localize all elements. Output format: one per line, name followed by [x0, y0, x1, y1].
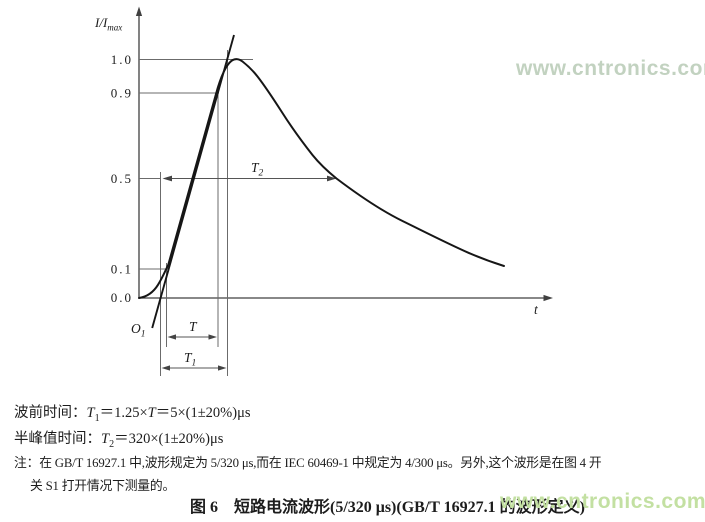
y-axis-label: I/Imax	[94, 15, 122, 33]
o1-label: O1	[131, 321, 146, 340]
t2-arrow-right-head	[327, 175, 337, 182]
t-arrow-right-head	[208, 334, 217, 340]
t1-arrow-right-head	[218, 365, 227, 371]
x-axis-arrow	[543, 294, 553, 302]
note-line-1: 注：在 GB/T 16927.1 中,波形规定为 5/320 μs,而在 IEC…	[14, 452, 602, 471]
var-T2-sub: 2	[109, 438, 115, 450]
t-arrow-left-head	[167, 334, 176, 340]
figure-caption: 图 6 短路电流波形(5/320 μs)(GB/T 16927.1 的波形定义)	[189, 499, 585, 516]
t2-label: T2	[251, 160, 264, 179]
t-label: T	[189, 319, 198, 334]
half-peak-time-formula: 半峰值时间：T2＝320×(1±20%)μs	[14, 427, 223, 450]
tick-0-5: 0.5	[111, 171, 133, 186]
front-tangent-line	[151, 34, 235, 329]
front-time-formula: 波前时间：T1＝1.25×T＝5×(1±20%)μs	[14, 401, 251, 424]
front-time-mid: ＝1.25×	[99, 405, 148, 421]
t1-label: T1	[184, 350, 196, 369]
tick-1-0: 1.0	[111, 52, 133, 67]
front-time-prefix: 波前时间：	[14, 405, 87, 421]
var-T: T	[147, 405, 156, 421]
tick-0-9: 0.9	[111, 86, 133, 101]
note-label: 注：	[14, 456, 40, 470]
var-T2: T	[101, 431, 110, 447]
t2-arrow-left-head	[162, 175, 172, 182]
front-time-tail: ＝5×(1±20%)μs	[155, 405, 251, 421]
note-text-1: 在 GB/T 16927.1 中,波形规定为 5/320 μs,而在 IEC 6…	[39, 456, 602, 470]
x-axis-label: t	[534, 302, 539, 317]
waveform-chart: I/Imax 1.0 0.9 0.5 0.1 0.0 T2 T T1 O1 t	[94, 6, 553, 376]
y-axis-arrow	[135, 6, 143, 16]
half-peak-tail: ＝320×(1±20%)μs	[114, 431, 224, 447]
tick-0-0: 0.0	[111, 290, 133, 305]
current-waveform-curve	[138, 58, 505, 299]
tick-0-1: 0.1	[111, 262, 133, 277]
note-text-2: 关 S1 打开情况下测量的。	[30, 479, 176, 493]
note-line-2: 关 S1 打开情况下测量的。	[30, 475, 175, 494]
var-T1-sub: 1	[94, 412, 100, 424]
var-T1: T	[86, 405, 95, 421]
t1-arrow-left-head	[161, 365, 170, 371]
half-peak-prefix: 半峰值时间：	[14, 431, 101, 447]
